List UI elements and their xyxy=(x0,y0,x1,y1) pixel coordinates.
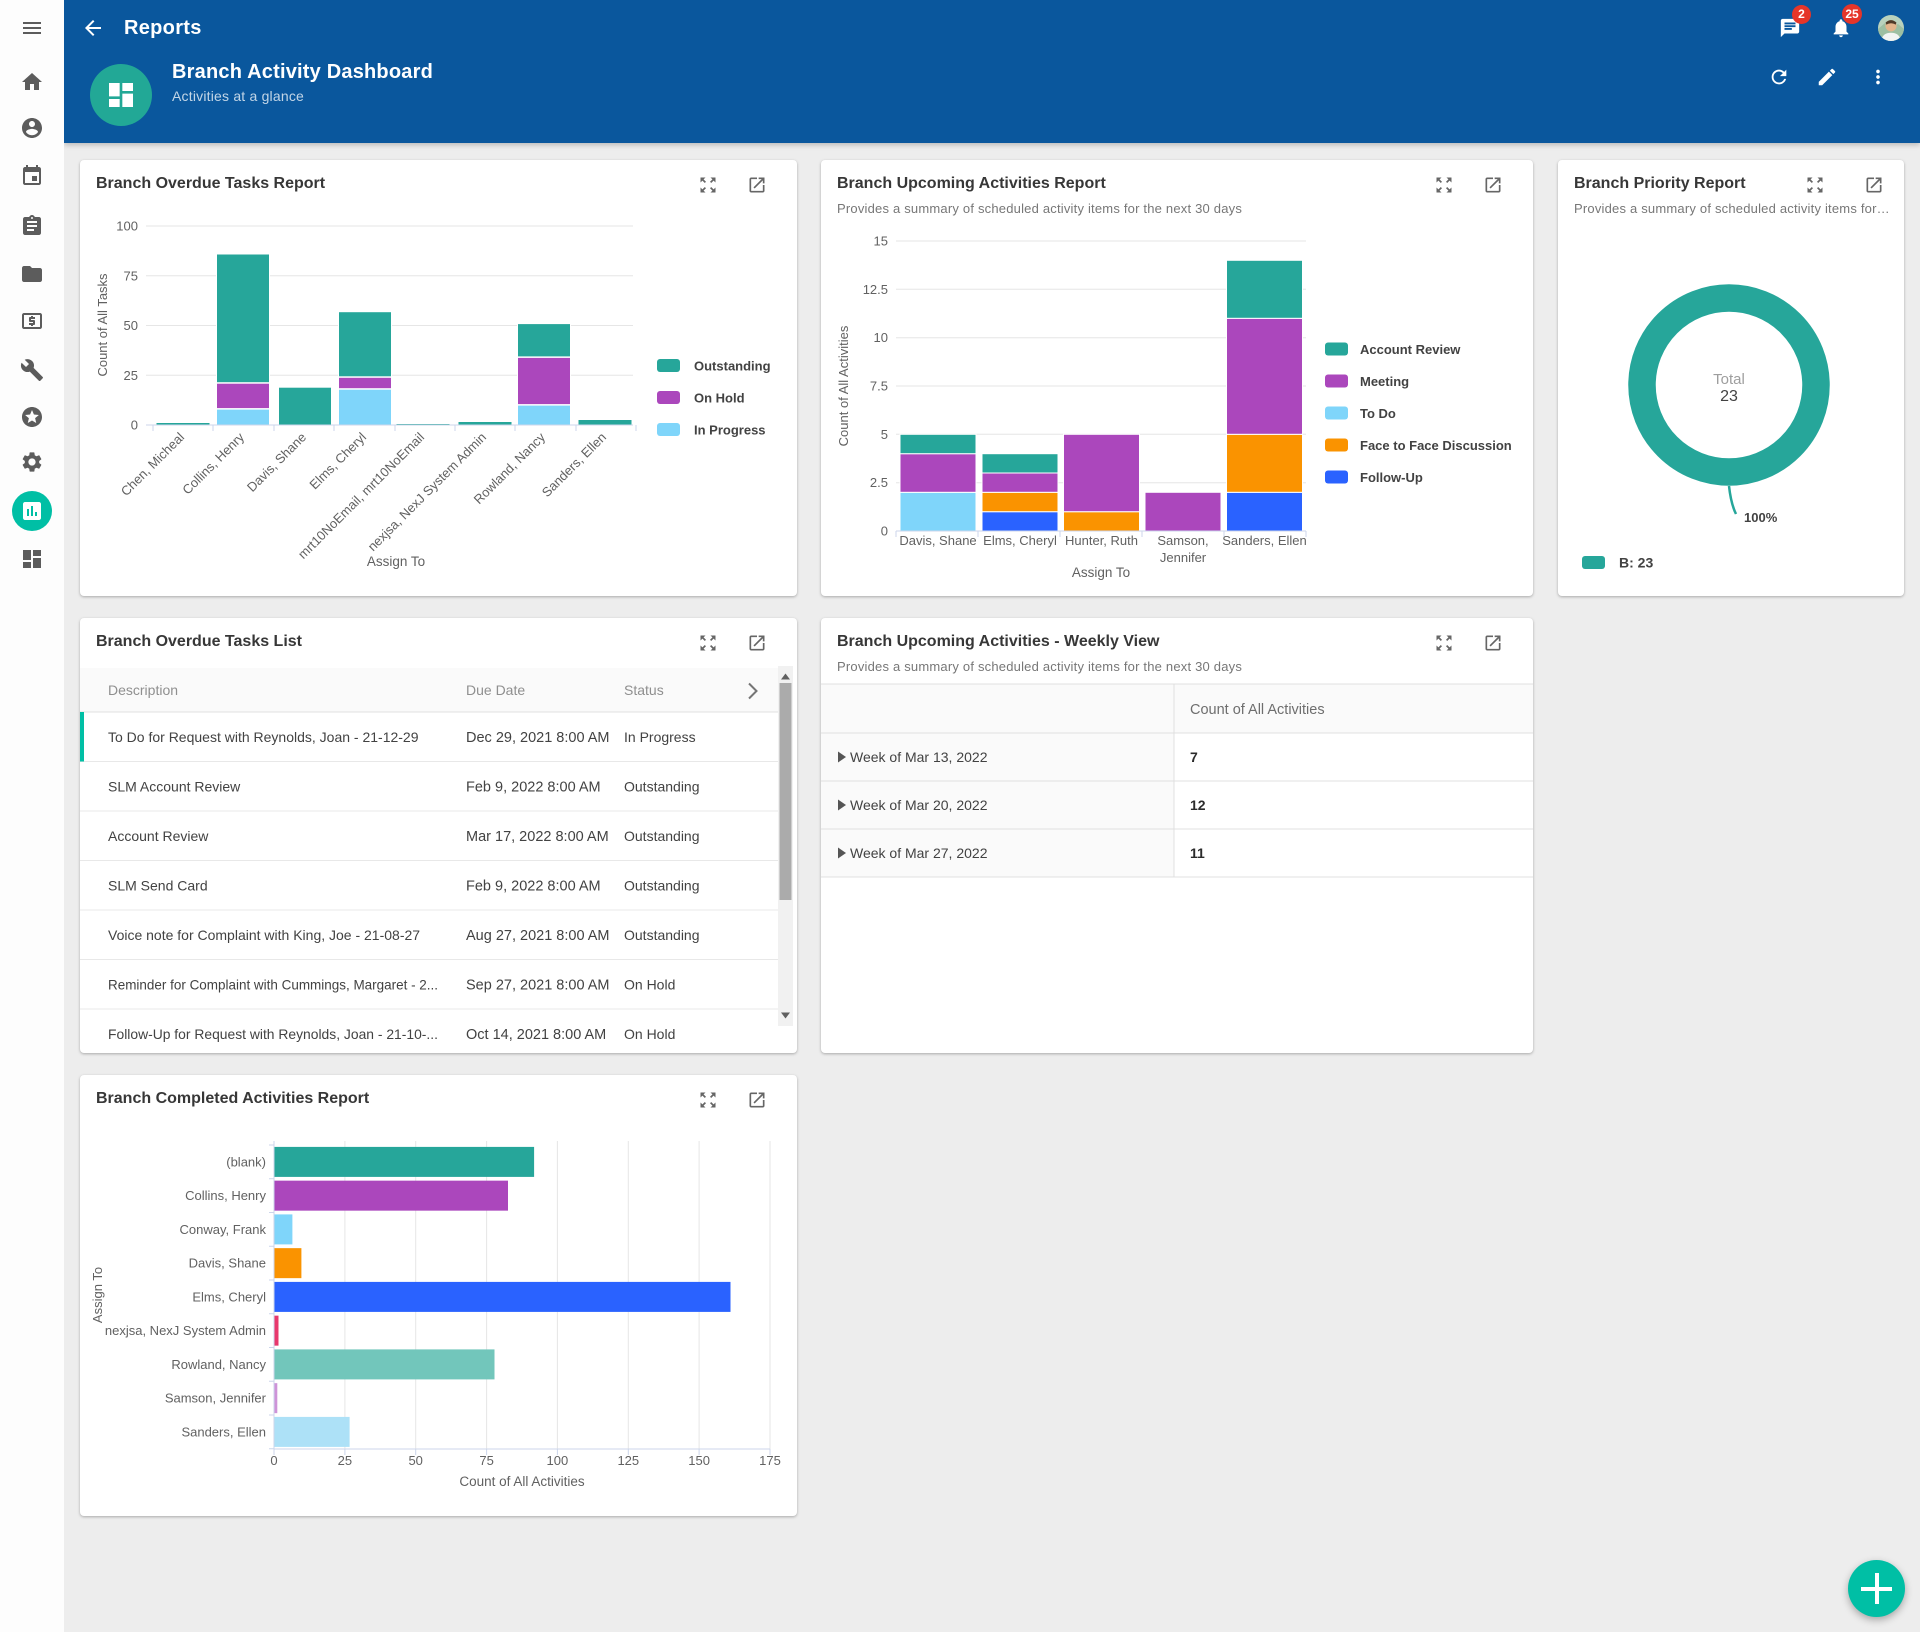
svg-text:Status: Status xyxy=(624,682,664,698)
svg-text:50: 50 xyxy=(408,1453,422,1468)
svg-text:Meeting: Meeting xyxy=(1360,374,1409,389)
svg-text:Sanders, Ellen: Sanders, Ellen xyxy=(539,430,609,500)
svg-text:Mar 17, 2022 8:00 AM: Mar 17, 2022 8:00 AM xyxy=(466,829,609,845)
svg-text:Jennifer: Jennifer xyxy=(1160,550,1207,565)
svg-text:Follow-Up: Follow-Up xyxy=(1360,470,1423,485)
svg-text:100: 100 xyxy=(116,219,138,234)
svg-text:Sep 27, 2021 8:00 AM: Sep 27, 2021 8:00 AM xyxy=(466,978,610,994)
svg-text:Count of All Activities: Count of All Activities xyxy=(459,1474,585,1489)
svg-text:Rowland, Nancy: Rowland, Nancy xyxy=(171,1357,266,1372)
svg-text:Account Review: Account Review xyxy=(108,828,209,844)
svg-text:nexjsa, NexJ System Admin: nexjsa, NexJ System Admin xyxy=(365,430,490,555)
svg-text:Collins, Henry: Collins, Henry xyxy=(185,1188,266,1203)
svg-text:Hunter, Ruth: Hunter, Ruth xyxy=(1065,533,1138,548)
svg-text:On Hold: On Hold xyxy=(694,391,745,406)
svg-text:Chen, Micheal: Chen, Micheal xyxy=(118,429,187,498)
svg-text:23: 23 xyxy=(1720,388,1738,405)
svg-text:Sanders, Ellen: Sanders, Ellen xyxy=(1222,533,1307,548)
svg-text:Feb 9, 2022 8:00 AM: Feb 9, 2022 8:00 AM xyxy=(466,780,601,796)
svg-text:7: 7 xyxy=(1190,749,1198,765)
svg-text:0: 0 xyxy=(881,524,888,539)
svg-text:Week of Mar 20, 2022: Week of Mar 20, 2022 xyxy=(850,797,988,813)
svg-text:In Progress: In Progress xyxy=(624,729,696,745)
svg-text:Count of All Activities: Count of All Activities xyxy=(836,325,851,446)
svg-text:Assign To: Assign To xyxy=(90,1267,105,1323)
svg-text:Collins, Henry: Collins, Henry xyxy=(179,429,247,497)
svg-text:Assign To: Assign To xyxy=(1072,565,1130,580)
svg-text:Week of Mar 27, 2022: Week of Mar 27, 2022 xyxy=(850,845,988,861)
svg-text:Voice note for Complaint with: Voice note for Complaint with King, Joe … xyxy=(108,927,420,943)
svg-text:10: 10 xyxy=(874,330,888,345)
svg-text:B: 23: B: 23 xyxy=(1619,555,1653,571)
svg-text:Conway, Frank: Conway, Frank xyxy=(180,1222,267,1237)
svg-text:125: 125 xyxy=(617,1453,639,1468)
svg-text:Davis, Shane: Davis, Shane xyxy=(244,430,309,495)
svg-text:Samson, Jennifer: Samson, Jennifer xyxy=(165,1391,267,1406)
svg-text:Oct 14, 2021 8:00 AM: Oct 14, 2021 8:00 AM xyxy=(466,1027,606,1043)
svg-text:Reminder for Complaint with Cu: Reminder for Complaint with Cummings, Ma… xyxy=(108,977,438,993)
svg-text:mrt10NoEmail, mrt10NoEmail: mrt10NoEmail, mrt10NoEmail xyxy=(295,429,427,561)
svg-text:In Progress: In Progress xyxy=(694,423,766,438)
svg-text:Assign To: Assign To xyxy=(367,554,425,569)
svg-text:Elms, Cheryl: Elms, Cheryl xyxy=(983,533,1057,548)
svg-text:0: 0 xyxy=(270,1453,277,1468)
svg-text:Sanders, Ellen: Sanders, Ellen xyxy=(181,1424,266,1439)
svg-text:Description: Description xyxy=(108,682,178,698)
svg-text:Outstanding: Outstanding xyxy=(694,359,771,374)
svg-text:Outstanding: Outstanding xyxy=(624,828,700,844)
svg-text:175: 175 xyxy=(759,1453,781,1468)
svg-text:nexjsa, NexJ System Admin: nexjsa, NexJ System Admin xyxy=(105,1323,266,1338)
svg-text:0: 0 xyxy=(131,418,138,433)
svg-text:150: 150 xyxy=(688,1453,710,1468)
svg-text:Outstanding: Outstanding xyxy=(624,927,700,943)
svg-text:On Hold: On Hold xyxy=(624,1026,675,1042)
svg-text:Outstanding: Outstanding xyxy=(624,779,700,795)
svg-text:12.5: 12.5 xyxy=(863,282,888,297)
svg-text:12: 12 xyxy=(1190,797,1206,813)
svg-text:On Hold: On Hold xyxy=(624,977,675,993)
svg-text:Face to Face Discussion: Face to Face Discussion xyxy=(1360,438,1512,453)
svg-text:Week of Mar 13, 2022: Week of Mar 13, 2022 xyxy=(850,749,988,765)
svg-text:Samson,: Samson, xyxy=(1157,533,1208,548)
svg-text:To Do for Request with Reynold: To Do for Request with Reynolds, Joan - … xyxy=(108,729,419,745)
svg-text:Elms, Cheryl: Elms, Cheryl xyxy=(192,1289,266,1304)
svg-text:5: 5 xyxy=(881,427,888,442)
svg-text:75: 75 xyxy=(479,1453,493,1468)
svg-text:Follow-Up for Request with Rey: Follow-Up for Request with Reynolds, Joa… xyxy=(108,1026,438,1042)
svg-text:25: 25 xyxy=(338,1453,352,1468)
svg-text:Total: Total xyxy=(1713,371,1745,388)
svg-text:100: 100 xyxy=(547,1453,569,1468)
svg-text:Dec 29, 2021 8:00 AM: Dec 29, 2021 8:00 AM xyxy=(466,730,610,746)
svg-text:15: 15 xyxy=(874,234,888,249)
svg-text:To Do: To Do xyxy=(1360,406,1396,421)
svg-text:7.5: 7.5 xyxy=(870,379,888,394)
svg-text:Outstanding: Outstanding xyxy=(624,878,700,894)
svg-text:SLM Send Card: SLM Send Card xyxy=(108,878,208,894)
svg-text:Feb 9, 2022 8:00 AM: Feb 9, 2022 8:00 AM xyxy=(466,879,601,895)
svg-text:SLM Account Review: SLM Account Review xyxy=(108,779,241,795)
svg-text:Aug 27, 2021 8:00 AM: Aug 27, 2021 8:00 AM xyxy=(466,928,610,944)
svg-text:Elms, Cheryl: Elms, Cheryl xyxy=(306,429,369,492)
svg-text:Davis, Shane: Davis, Shane xyxy=(899,533,976,548)
svg-text:2.5: 2.5 xyxy=(870,475,888,490)
svg-text:100%: 100% xyxy=(1744,510,1778,525)
svg-text:Account Review: Account Review xyxy=(1360,342,1461,357)
svg-text:75: 75 xyxy=(124,268,138,283)
svg-text:25: 25 xyxy=(124,368,138,383)
svg-text:Count of All Tasks: Count of All Tasks xyxy=(95,273,110,377)
svg-text:(blank): (blank) xyxy=(226,1154,266,1169)
svg-text:Davis, Shane: Davis, Shane xyxy=(189,1256,266,1271)
svg-text:Count of All Activities: Count of All Activities xyxy=(1190,702,1325,718)
svg-text:11: 11 xyxy=(1190,845,1205,861)
svg-text:Due Date: Due Date xyxy=(466,682,525,698)
svg-text:50: 50 xyxy=(124,318,138,333)
